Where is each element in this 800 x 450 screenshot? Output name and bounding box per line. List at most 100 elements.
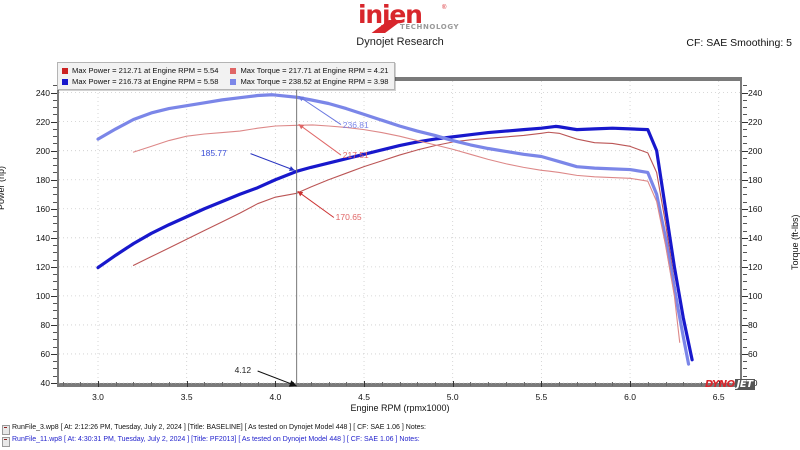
y-axis-minor-tick xyxy=(743,143,747,145)
y-axis-left-tick-mark xyxy=(51,92,57,94)
y-axis-minor-tick xyxy=(743,274,747,276)
legend-row: Max Power = 216.73 at Engine RPM = 5.58 … xyxy=(62,76,389,87)
x-axis-minor-tick xyxy=(328,382,330,386)
y-axis-minor-tick xyxy=(743,107,747,109)
y-axis-minor-tick xyxy=(53,281,57,283)
y-axis-right-tick-label: 100 xyxy=(748,290,763,301)
y-axis-left-tick-mark xyxy=(51,150,57,152)
y-axis-minor-tick xyxy=(743,165,747,167)
y-axis-minor-tick xyxy=(53,288,57,290)
run-file-row[interactable]: RunFile_3.wp8 [ At: 2:12:26 PM, Tuesday,… xyxy=(0,424,800,436)
y-axis-left-tick-mark xyxy=(51,208,57,210)
y-axis-minor-tick xyxy=(53,368,57,370)
y-axis-right-tick-mark xyxy=(742,295,748,297)
legend-item-max-power-baseline: Max Power = 212.71 at Engine RPM = 5.54 xyxy=(62,66,218,75)
x-axis-minor-tick xyxy=(115,382,117,386)
x-axis-tick-label: 3.0 xyxy=(92,392,104,402)
y-axis-minor-tick xyxy=(53,223,57,225)
x-axis-minor-tick xyxy=(523,382,525,386)
y-axis-right-tick-mark xyxy=(742,150,748,152)
annotation-arrows xyxy=(250,95,342,218)
y-axis-minor-tick xyxy=(743,157,747,159)
y-axis-minor-tick xyxy=(743,252,747,254)
y-axis-minor-tick xyxy=(743,114,747,116)
x-axis-tick-mark xyxy=(186,381,188,387)
file-icon xyxy=(2,437,10,447)
legend-item-max-torque-pf2013: Max Torque = 238.52 at Engine RPM = 3.98 xyxy=(230,77,389,86)
y-axis-minor-tick xyxy=(53,216,57,218)
y-axis-right-tick-mark xyxy=(742,121,748,123)
y-axis-left-tick-label: 100 xyxy=(35,290,50,301)
y-axis-minor-tick xyxy=(743,223,747,225)
run-file-row[interactable]: RunFile_11.wp8 [ At: 4:30:31 PM, Tuesday… xyxy=(0,436,800,448)
y-axis-minor-tick xyxy=(743,346,747,348)
y-axis-minor-tick xyxy=(53,136,57,138)
x-axis-minor-tick xyxy=(151,382,153,386)
y-axis-minor-tick xyxy=(53,165,57,167)
y-axis-left-tick-label: 40 xyxy=(40,378,50,388)
x-axis-minor-tick xyxy=(683,382,685,386)
y-axis-minor-tick xyxy=(53,143,57,145)
x-axis-minor-tick xyxy=(204,382,206,386)
x-axis-minor-tick xyxy=(310,382,312,386)
x-axis-minor-tick xyxy=(417,382,419,386)
y-axis-minor-tick xyxy=(53,114,57,116)
y-axis-left-tick-mark xyxy=(51,121,57,123)
y-axis-minor-tick xyxy=(53,85,57,87)
y-axis-left-tick-mark xyxy=(51,237,57,239)
y-axis-minor-tick xyxy=(53,128,57,130)
y-axis-minor-tick xyxy=(53,346,57,348)
y-axis-left-tick-label: 120 xyxy=(35,261,50,272)
x-axis-tick-mark xyxy=(98,381,100,387)
y-axis-right-tick-label: 200 xyxy=(748,145,763,156)
y-axis-minor-tick xyxy=(53,107,57,109)
y-axis-minor-tick xyxy=(743,245,747,247)
y-axis-minor-tick xyxy=(743,186,747,188)
y-axis-left-tick-mark xyxy=(51,383,57,384)
y-axis-minor-tick xyxy=(53,303,57,305)
x-axis-minor-tick xyxy=(647,382,649,386)
x-axis-tick-mark xyxy=(452,381,454,387)
y-axis-right-tick-label: 140 xyxy=(748,232,763,243)
x-axis-minor-tick xyxy=(700,382,702,386)
y-axis-left-tick-label: 60 xyxy=(40,348,50,359)
y-axis-minor-tick xyxy=(743,136,747,138)
logo-registered-mark: ® xyxy=(442,5,447,11)
x-axis-minor-tick xyxy=(665,382,667,386)
x-axis-minor-tick xyxy=(381,382,383,386)
x-axis-minor-tick xyxy=(62,382,64,386)
watermark-dyno: DYNO xyxy=(705,379,735,390)
x-axis-minor-tick xyxy=(576,382,578,386)
y-axis-minor-tick xyxy=(53,317,57,319)
y-axis-minor-tick xyxy=(53,259,57,261)
y-axis-left-tick-label: 200 xyxy=(35,145,50,156)
annotation-cursor-rpm: 4.12 xyxy=(234,365,252,375)
x-axis-tick-mark xyxy=(275,381,277,387)
x-axis-tick-label: 4.5 xyxy=(358,392,370,402)
y-axis-right-tick-label: 220 xyxy=(748,116,763,127)
chart-legend: Max Power = 212.71 at Engine RPM = 5.54 … xyxy=(57,62,395,90)
annotation-power-pf2013: 185.77 xyxy=(200,147,227,158)
x-axis-tick-label: 4.0 xyxy=(269,392,282,402)
correction-factor-note: CF: SAE Smoothing: 5 xyxy=(686,37,792,49)
x-axis-minor-tick xyxy=(434,382,436,386)
y-axis-right-tick-label: 120 xyxy=(748,261,763,272)
annotation-torque-baseline: 217.51 xyxy=(342,150,369,161)
y-axis-minor-tick xyxy=(743,317,747,319)
x-axis-tick-mark xyxy=(541,381,543,387)
y-axis-minor-tick xyxy=(53,361,57,363)
watermark-jet: JET xyxy=(734,379,755,390)
y-axis-right-tick-mark xyxy=(742,353,748,355)
y-axis-right-tick-mark xyxy=(742,92,748,94)
y-axis-right-tick-label: 60 xyxy=(748,348,758,359)
y-axis-minor-tick xyxy=(53,252,57,254)
file-icon xyxy=(2,425,10,435)
x-axis-minor-tick xyxy=(594,382,596,386)
curve-layer xyxy=(96,93,694,366)
legend-item-max-power-pf2013: Max Power = 216.73 at Engine RPM = 5.58 xyxy=(62,77,218,86)
run-file-text: RunFile_11.wp8 [ At: 4:30:31 PM, Tuesday… xyxy=(12,436,420,443)
y-axis-minor-tick xyxy=(53,172,57,174)
x-axis-minor-tick xyxy=(257,382,259,386)
y-axis-right-tick-mark xyxy=(742,208,748,210)
y-axis-minor-tick xyxy=(743,201,747,203)
